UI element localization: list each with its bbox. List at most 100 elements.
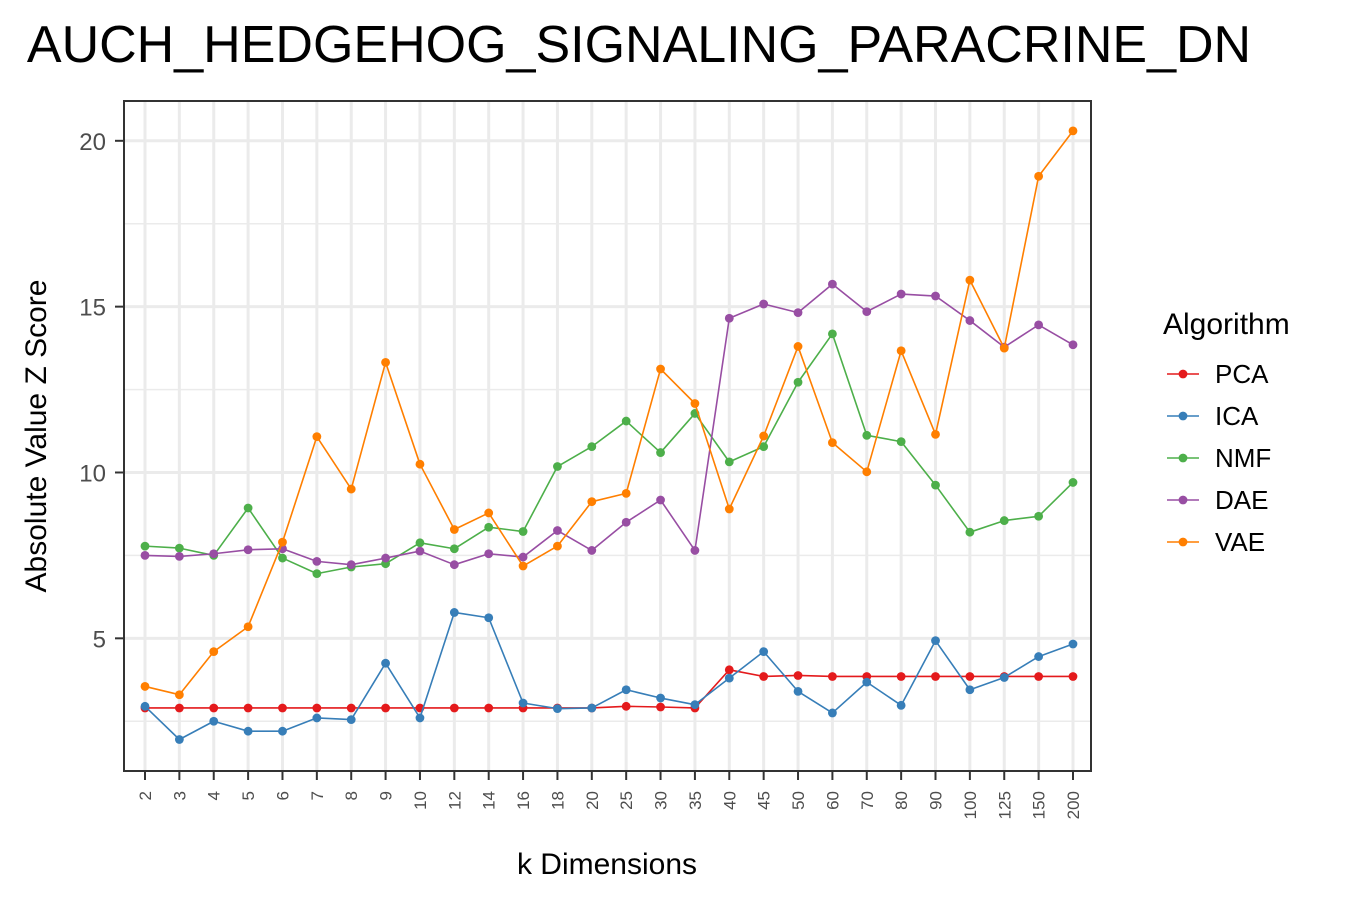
data-point-vae bbox=[278, 537, 287, 547]
data-point-vae bbox=[862, 467, 872, 477]
x-tick-label: 125 bbox=[995, 791, 1014, 819]
data-point-nmf bbox=[965, 527, 975, 537]
data-point-nmf bbox=[312, 569, 322, 579]
data-point-vae bbox=[518, 561, 528, 571]
data-point-dae bbox=[759, 299, 769, 309]
x-tick-label: 35 bbox=[686, 791, 705, 810]
x-tick-label: 12 bbox=[445, 791, 464, 810]
legend-label: NMF bbox=[1215, 443, 1271, 473]
data-point-pca bbox=[965, 672, 975, 681]
series-vae bbox=[140, 126, 1078, 700]
x-tick-label: 9 bbox=[377, 791, 396, 800]
data-point-pca bbox=[828, 672, 837, 681]
data-point-dae bbox=[243, 545, 253, 555]
legend-items: PCA ICA NMF DAE VAE bbox=[1167, 359, 1271, 557]
data-point-pca bbox=[243, 703, 253, 713]
plot-border bbox=[123, 100, 1092, 772]
data-point-dae bbox=[1068, 340, 1078, 350]
series-layer bbox=[140, 126, 1078, 744]
data-point-dae bbox=[1034, 320, 1044, 330]
data-point-vae bbox=[896, 346, 906, 356]
x-tick-label: 60 bbox=[823, 791, 842, 810]
legend-label: PCA bbox=[1215, 359, 1269, 389]
x-tick-label: 8 bbox=[342, 791, 361, 800]
data-point-ica bbox=[965, 685, 975, 695]
plot-background bbox=[124, 101, 1091, 771]
data-point-pca bbox=[759, 672, 769, 681]
data-point-nmf bbox=[415, 538, 425, 548]
legend: Algorithm PCA ICA NMF DAE VAE bbox=[1163, 308, 1290, 557]
data-point-dae bbox=[965, 316, 975, 325]
data-point-dae bbox=[415, 546, 425, 556]
data-point-dae bbox=[140, 551, 150, 560]
data-point-pca bbox=[312, 703, 322, 713]
series-line-pca bbox=[145, 669, 1073, 709]
data-point-ica bbox=[1034, 652, 1044, 661]
data-point-nmf bbox=[1068, 478, 1078, 487]
data-point-pca bbox=[793, 671, 803, 680]
legend-label: VAE bbox=[1215, 527, 1265, 557]
data-point-vae bbox=[140, 682, 150, 691]
data-point-pca bbox=[174, 703, 184, 713]
legend-key-point bbox=[1178, 537, 1188, 547]
data-point-vae bbox=[346, 484, 356, 494]
data-point-pca bbox=[209, 703, 219, 713]
x-tick-label: 25 bbox=[617, 791, 636, 810]
legend-key-point bbox=[1178, 369, 1188, 379]
data-point-vae bbox=[553, 541, 562, 551]
x-tick-label: 18 bbox=[548, 791, 567, 810]
data-point-vae bbox=[1068, 126, 1078, 136]
y-tick-label: 20 bbox=[79, 129, 106, 156]
data-point-nmf bbox=[484, 522, 494, 532]
y-axis-title: Absolute Value Z Score bbox=[20, 280, 53, 593]
legend-item-vae: VAE bbox=[1167, 527, 1265, 557]
data-point-vae bbox=[759, 431, 769, 441]
data-point-dae bbox=[381, 553, 390, 563]
data-point-nmf bbox=[793, 377, 803, 387]
data-point-pca bbox=[381, 703, 390, 713]
data-point-dae bbox=[346, 560, 356, 570]
x-tick-label: 40 bbox=[720, 791, 739, 810]
legend-key-point bbox=[1178, 495, 1188, 505]
data-point-vae bbox=[484, 508, 494, 518]
x-tick-label: 2 bbox=[136, 791, 155, 800]
data-point-dae bbox=[484, 549, 494, 559]
data-point-ica bbox=[553, 704, 562, 714]
data-point-nmf bbox=[828, 329, 837, 339]
data-point-ica bbox=[140, 701, 150, 711]
data-point-pca bbox=[484, 703, 494, 713]
data-point-pca bbox=[724, 665, 734, 675]
data-point-ica bbox=[587, 703, 597, 713]
data-point-ica bbox=[243, 726, 253, 736]
data-point-ica bbox=[862, 677, 872, 687]
data-point-dae bbox=[174, 552, 184, 561]
data-point-pca bbox=[896, 672, 906, 681]
data-point-vae bbox=[828, 438, 837, 448]
x-tick-label: 6 bbox=[273, 791, 292, 800]
plot-area bbox=[123, 100, 1092, 772]
data-point-dae bbox=[209, 549, 219, 559]
x-axis: 2 3 4 5 6 7 8 9 10 12 14 16 18 20 25 30 35 40 45 50 60 70 80 90… bbox=[136, 771, 1083, 819]
data-point-ica bbox=[896, 700, 906, 710]
y-tick-label: 5 bbox=[93, 626, 106, 653]
legend-key-point bbox=[1178, 411, 1188, 421]
data-point-nmf bbox=[1034, 511, 1044, 521]
data-point-ica bbox=[415, 713, 425, 723]
data-point-ica bbox=[1068, 639, 1078, 649]
data-point-nmf bbox=[759, 442, 769, 452]
series-dae bbox=[140, 279, 1078, 570]
data-point-nmf bbox=[140, 541, 150, 551]
data-point-nmf bbox=[931, 480, 940, 490]
data-point-ica bbox=[518, 698, 528, 708]
x-tick-label: 14 bbox=[480, 791, 499, 810]
data-point-nmf bbox=[896, 437, 906, 447]
legend-label: ICA bbox=[1215, 401, 1259, 431]
data-point-nmf bbox=[243, 503, 253, 513]
data-point-ica bbox=[278, 726, 287, 736]
data-point-ica bbox=[209, 716, 219, 726]
data-point-dae bbox=[553, 526, 562, 535]
x-tick-label: 200 bbox=[1064, 791, 1083, 819]
data-point-dae bbox=[656, 495, 665, 505]
data-point-vae bbox=[724, 504, 734, 514]
